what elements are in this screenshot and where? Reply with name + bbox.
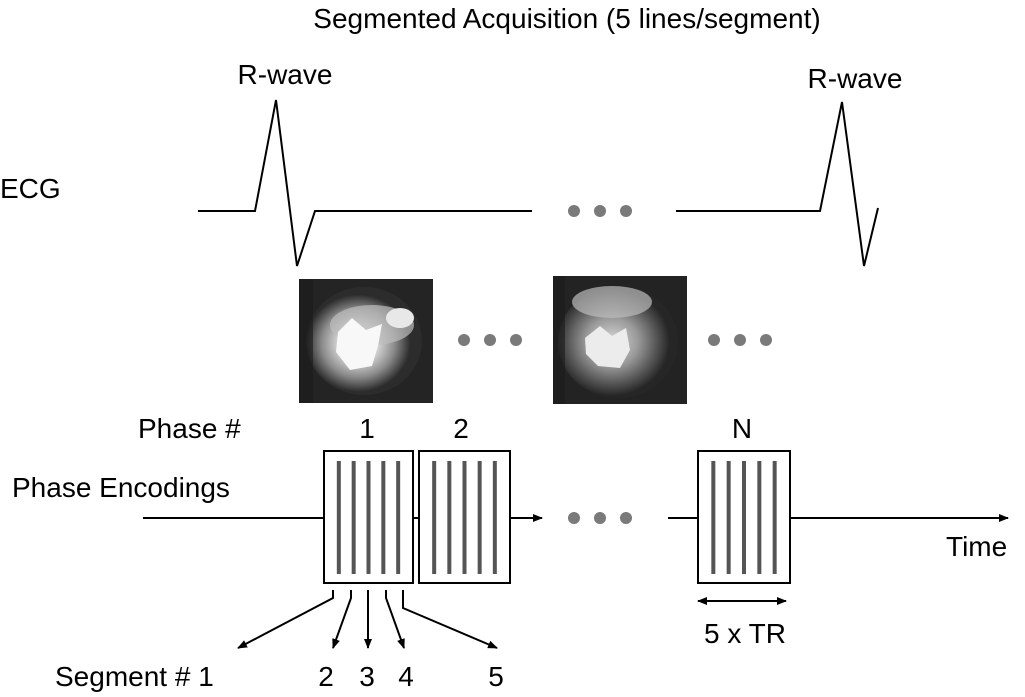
tr-label: 5 x TR xyxy=(704,618,786,649)
ellipsis-dot xyxy=(594,512,606,524)
phase-encodings-label: Phase Encodings xyxy=(12,472,230,503)
diagram-title: Segmented Acquisition (5 lines/segment) xyxy=(313,3,820,34)
ecg-trace-right xyxy=(676,101,879,267)
ecg-trace-left xyxy=(198,99,532,267)
image-ellipsis-2 xyxy=(708,334,772,346)
encoding-lines xyxy=(711,461,777,574)
segment-arrow-4 xyxy=(385,590,405,649)
ecg-label: ECG xyxy=(0,173,61,204)
segment-label-5: 5 xyxy=(488,661,504,692)
r-wave-label-right: R-wave xyxy=(808,63,903,94)
segment-arrows xyxy=(237,590,498,649)
segment-label-4: 4 xyxy=(398,661,414,692)
segment-arrow-1 xyxy=(237,590,334,649)
ellipsis-dot xyxy=(760,334,772,346)
phase-number-1: 1 xyxy=(359,413,375,444)
encoding-lines xyxy=(432,461,497,574)
ellipsis-dot xyxy=(568,205,580,217)
phase-number-label: Phase # xyxy=(138,413,241,444)
ellipsis-dot xyxy=(484,334,496,346)
segment-box-phase-2 xyxy=(418,450,511,584)
ecg-trace xyxy=(198,99,879,267)
ellipsis-dot xyxy=(568,512,580,524)
ellipsis-dot xyxy=(620,512,632,524)
ellipsis-dot xyxy=(458,334,470,346)
ecg-ellipsis xyxy=(568,205,632,217)
ellipsis-dot xyxy=(510,334,522,346)
segment-box-phase-1 xyxy=(323,450,414,584)
mr-image-phase-1 xyxy=(299,279,433,403)
segment-label-3: 3 xyxy=(359,661,375,692)
time-label: Time xyxy=(946,531,1007,562)
ellipsis-dot xyxy=(708,334,720,346)
image-ellipsis-1 xyxy=(458,334,522,346)
mr-image-phase-n xyxy=(553,276,687,404)
r-wave-label-left: R-wave xyxy=(238,59,333,90)
ellipsis-dot xyxy=(594,205,606,217)
segment-arrow-5 xyxy=(402,590,498,649)
segment-label-2: 2 xyxy=(318,661,334,692)
ellipsis-dot xyxy=(620,205,632,217)
phase-number-2: 2 xyxy=(453,413,469,444)
segment-box-phase-n xyxy=(697,450,791,584)
ellipsis-dot xyxy=(734,334,746,346)
phase-number-n: N xyxy=(732,413,752,444)
encoding-lines xyxy=(336,461,401,574)
segment-arrow-2 xyxy=(332,590,352,649)
axis-ellipsis xyxy=(568,512,632,524)
segment-label-1: Segment # 1 xyxy=(55,661,214,692)
